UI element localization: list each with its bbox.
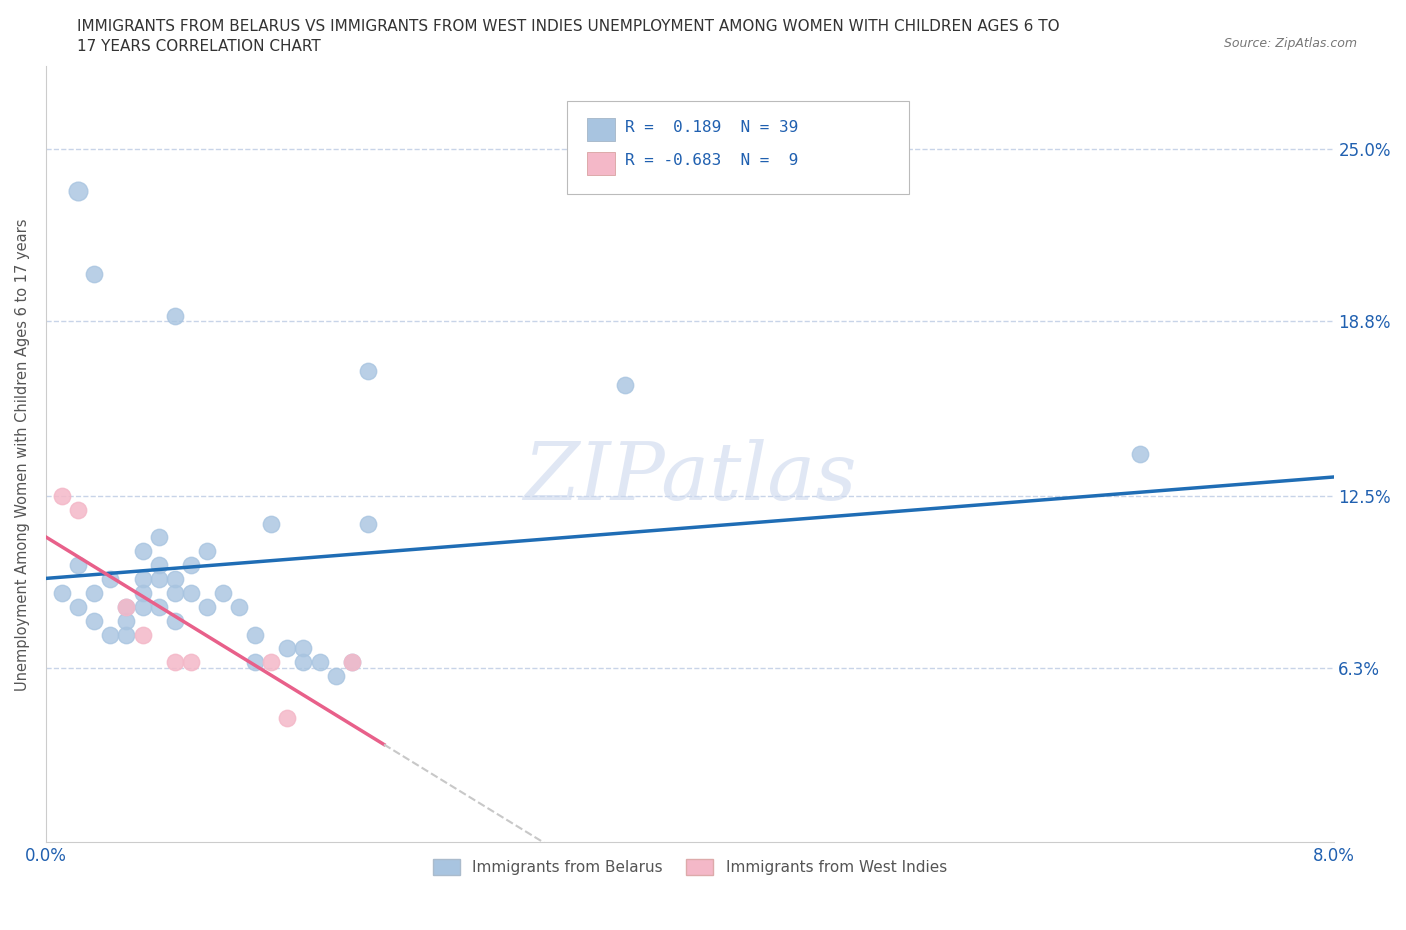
- Point: [163, 308, 186, 323]
- Point: [260, 655, 283, 670]
- Point: [228, 599, 250, 614]
- Point: [115, 599, 138, 614]
- Point: [212, 586, 235, 601]
- Point: [195, 544, 218, 559]
- Point: [148, 558, 170, 573]
- Point: [98, 627, 121, 642]
- Point: [325, 669, 347, 684]
- Point: [67, 558, 90, 573]
- Point: [67, 599, 90, 614]
- Point: [115, 599, 138, 614]
- Point: [195, 599, 218, 614]
- Point: [131, 599, 153, 614]
- Point: [148, 572, 170, 587]
- Point: [357, 516, 380, 531]
- Point: [148, 530, 170, 545]
- FancyBboxPatch shape: [586, 118, 614, 141]
- Point: [180, 586, 202, 601]
- Point: [340, 655, 363, 670]
- Point: [98, 572, 121, 587]
- Text: 17 YEARS CORRELATION CHART: 17 YEARS CORRELATION CHART: [77, 39, 321, 54]
- Point: [180, 558, 202, 573]
- Point: [67, 183, 90, 198]
- Point: [83, 267, 105, 282]
- FancyBboxPatch shape: [586, 152, 614, 175]
- Point: [163, 613, 186, 628]
- Point: [276, 641, 298, 656]
- Point: [148, 599, 170, 614]
- Text: Source: ZipAtlas.com: Source: ZipAtlas.com: [1223, 37, 1357, 50]
- Point: [115, 613, 138, 628]
- Point: [260, 516, 283, 531]
- Point: [131, 572, 153, 587]
- FancyBboxPatch shape: [568, 101, 908, 194]
- Point: [83, 586, 105, 601]
- Point: [308, 655, 330, 670]
- Point: [292, 655, 315, 670]
- Point: [1129, 447, 1152, 462]
- Point: [340, 655, 363, 670]
- Point: [292, 641, 315, 656]
- Text: R =  0.189  N = 39: R = 0.189 N = 39: [626, 120, 799, 135]
- Text: R = -0.683  N =  9: R = -0.683 N = 9: [626, 153, 799, 168]
- Point: [163, 572, 186, 587]
- Point: [131, 627, 153, 642]
- Legend: Immigrants from Belarus, Immigrants from West Indies: Immigrants from Belarus, Immigrants from…: [426, 853, 953, 882]
- Point: [245, 655, 267, 670]
- Point: [83, 613, 105, 628]
- Point: [163, 655, 186, 670]
- Point: [163, 586, 186, 601]
- Point: [245, 627, 267, 642]
- Point: [276, 711, 298, 725]
- Point: [51, 586, 73, 601]
- Point: [131, 544, 153, 559]
- Point: [180, 655, 202, 670]
- Point: [357, 364, 380, 379]
- Point: [115, 627, 138, 642]
- Point: [131, 586, 153, 601]
- Point: [614, 378, 637, 392]
- Text: IMMIGRANTS FROM BELARUS VS IMMIGRANTS FROM WEST INDIES UNEMPLOYMENT AMONG WOMEN : IMMIGRANTS FROM BELARUS VS IMMIGRANTS FR…: [77, 19, 1060, 33]
- Text: ZIPatlas: ZIPatlas: [523, 439, 856, 516]
- Y-axis label: Unemployment Among Women with Children Ages 6 to 17 years: Unemployment Among Women with Children A…: [15, 218, 30, 691]
- Point: [51, 488, 73, 503]
- Point: [67, 502, 90, 517]
